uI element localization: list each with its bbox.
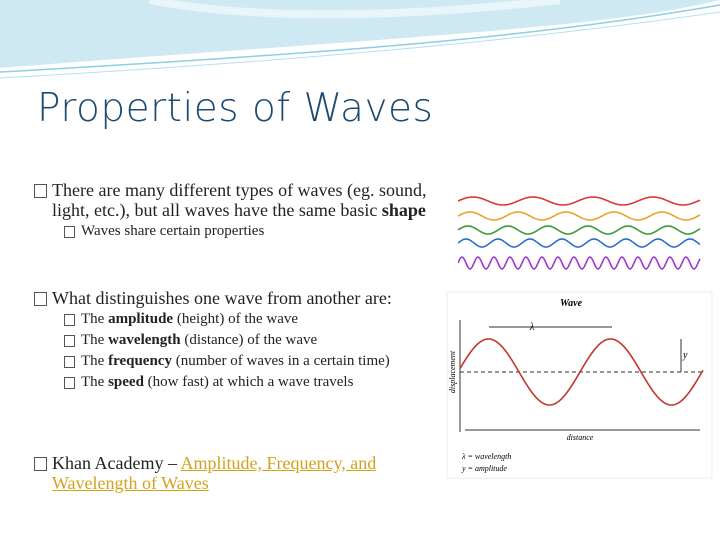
bullet-icon bbox=[64, 314, 75, 326]
bullet-icon bbox=[64, 226, 75, 238]
y-axis-label: displacement bbox=[448, 350, 457, 393]
bullet: There are many different types of waves … bbox=[34, 180, 437, 239]
bullet-icon bbox=[64, 356, 75, 368]
text: What distinguishes one wave from another… bbox=[52, 288, 392, 308]
bullet-icon bbox=[34, 292, 47, 306]
bullet-text: What distinguishes one wave from another… bbox=[52, 288, 437, 308]
bullet-text: There are many different types of waves … bbox=[52, 180, 437, 220]
text: The bbox=[81, 353, 109, 369]
header-decoration bbox=[0, 0, 720, 79]
text: Khan Academy – bbox=[52, 453, 181, 473]
wave-line bbox=[458, 256, 701, 270]
bullet: What distinguishes one wave from another… bbox=[34, 288, 437, 390]
bullet-icon bbox=[64, 377, 75, 389]
x-axis-label: distance bbox=[567, 433, 594, 442]
bullet-text: Khan Academy – Amplitude, Frequency, and… bbox=[52, 453, 437, 493]
amplitude-label: y bbox=[682, 350, 688, 361]
text: (how fast) at which a wave travels bbox=[143, 374, 354, 390]
text: The bbox=[81, 311, 109, 327]
bold-text: wavelength bbox=[108, 332, 181, 348]
bold-text: shape bbox=[381, 200, 426, 220]
wave-line bbox=[458, 211, 701, 221]
text: The bbox=[81, 374, 109, 390]
wave-line bbox=[458, 238, 701, 248]
wave-line bbox=[458, 225, 701, 235]
figure-title: Wave bbox=[560, 298, 583, 309]
bullet-icon bbox=[34, 457, 47, 471]
legend-entry: λ = wavelength bbox=[461, 452, 511, 461]
link[interactable]: Amplitude, Frequency, and Wavelength of … bbox=[52, 453, 377, 493]
text: Waves share certain properties bbox=[81, 223, 265, 239]
text: (number of waves in a certain time) bbox=[171, 353, 390, 369]
bullet-icon bbox=[64, 335, 75, 347]
bold-text: speed bbox=[108, 374, 144, 390]
slide-title: Properties of Waves bbox=[37, 86, 434, 131]
sub-bullet: The frequency (number of waves in a cert… bbox=[64, 353, 421, 369]
bold-text: frequency bbox=[108, 353, 172, 369]
bold-text: amplitude bbox=[108, 311, 174, 327]
bullet: Khan Academy – Amplitude, Frequency, and… bbox=[34, 453, 437, 493]
legend-entry: y = amplitude bbox=[461, 464, 507, 473]
sine-wave bbox=[459, 338, 704, 406]
text: There are many different types of waves … bbox=[52, 180, 427, 220]
text: (height) of the wave bbox=[173, 311, 299, 327]
sub-bullet: The amplitude (height) of the wave bbox=[64, 311, 421, 327]
text: (distance) of the wave bbox=[180, 332, 318, 348]
colored-waves bbox=[458, 196, 701, 270]
lambda-label: λ bbox=[529, 322, 535, 333]
sub-bullet: Waves share certain properties bbox=[64, 223, 421, 239]
bullet-icon bbox=[34, 184, 47, 198]
text: The bbox=[81, 332, 109, 348]
wave-diagram: Wave λ y displacement distance λ = wavel… bbox=[446, 291, 713, 479]
wave-line bbox=[458, 196, 701, 206]
sub-bullet: The wavelength (distance) of the wave bbox=[64, 332, 421, 348]
sub-bullet: The speed (how fast) at which a wave tra… bbox=[64, 374, 421, 390]
